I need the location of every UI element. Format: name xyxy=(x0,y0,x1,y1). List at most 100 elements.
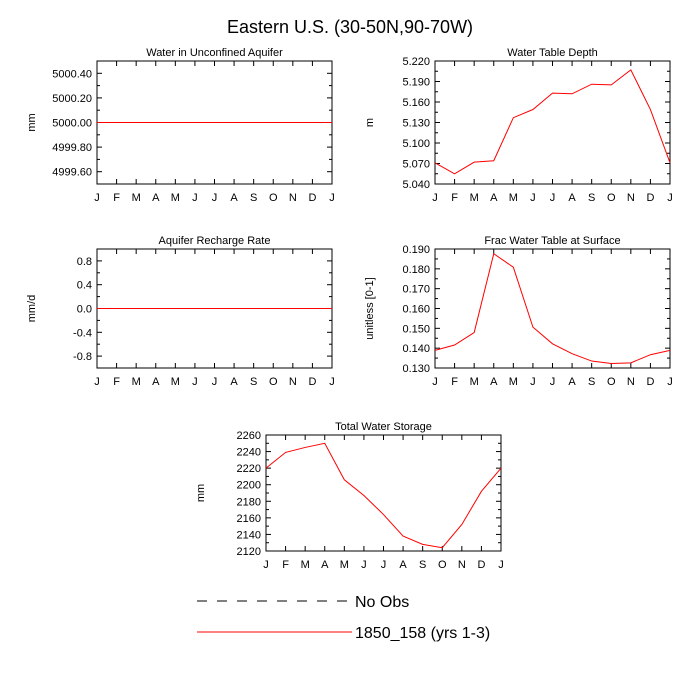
x-tick-label: F xyxy=(451,192,458,204)
chart-frame xyxy=(265,434,502,552)
x-tick-label: A xyxy=(321,559,329,571)
y-tick-label: 2260 xyxy=(237,430,261,442)
y-tick-label: 0.170 xyxy=(402,284,430,296)
x-tick-label: J xyxy=(94,192,100,204)
series-line xyxy=(434,252,671,364)
x-tick-label: D xyxy=(308,376,316,388)
y-tick-label: 5.040 xyxy=(402,179,430,191)
y-tick-label: 0.4 xyxy=(77,280,92,292)
chart-title: Water in Unconfined Aquifer xyxy=(146,47,283,59)
y-tick-label: 5.160 xyxy=(402,97,430,109)
legend-obs-label: No Obs xyxy=(355,594,409,611)
y-tick-label: 5000.20 xyxy=(52,93,92,105)
x-tick-label: J xyxy=(192,376,198,388)
y-tick-label: 4999.60 xyxy=(52,167,92,179)
x-tick-label: S xyxy=(588,192,595,204)
y-axis-label: mm xyxy=(26,113,38,131)
x-tick-label: J xyxy=(498,559,504,571)
legend-model-label: 1850_158 (yrs 1-3) xyxy=(355,625,490,642)
x-tick-label: A xyxy=(490,376,498,388)
chart-title: Frac Water Table at Surface xyxy=(484,235,620,247)
x-tick-label: F xyxy=(113,192,120,204)
x-tick-label: J xyxy=(329,192,335,204)
y-tick-label: 2140 xyxy=(237,529,261,541)
x-tick-label: M xyxy=(171,192,180,204)
x-tick-label: N xyxy=(627,376,635,388)
x-tick-label: A xyxy=(230,192,238,204)
y-tick-label: 5.190 xyxy=(402,77,430,89)
x-tick-label: J xyxy=(667,192,673,204)
x-tick-label: S xyxy=(250,192,257,204)
x-tick-label: J xyxy=(212,376,218,388)
x-tick-label: J xyxy=(432,376,438,388)
x-tick-label: J xyxy=(329,376,335,388)
chart-frame xyxy=(434,60,671,185)
y-axis-label: m xyxy=(364,118,376,127)
y-tick-label: 5000.40 xyxy=(52,68,92,80)
x-tick-label: O xyxy=(607,192,616,204)
x-tick-label: J xyxy=(212,192,218,204)
x-tick-label: A xyxy=(152,376,160,388)
chart-title: Total Water Storage xyxy=(335,421,432,433)
y-tick-label: 0.130 xyxy=(402,363,430,375)
legend: No Obs 1850_158 (yrs 1-3) xyxy=(197,594,490,642)
y-axis-label: mm xyxy=(195,484,207,502)
x-tick-label: M xyxy=(132,376,141,388)
chart-title: Aquifer Recharge Rate xyxy=(159,235,271,247)
x-tick-label: J xyxy=(94,376,100,388)
x-tick-label: N xyxy=(289,192,297,204)
x-tick-label: J xyxy=(550,192,556,204)
y-tick-label: 0.140 xyxy=(402,343,430,355)
y-tick-label: 5.130 xyxy=(402,118,430,130)
y-tick-label: 2240 xyxy=(237,447,261,459)
y-tick-label: 0.150 xyxy=(402,323,430,335)
y-axis-label: unitless [0-1] xyxy=(364,277,376,339)
y-tick-label: 2220 xyxy=(237,463,261,475)
x-tick-label: J xyxy=(192,192,198,204)
y-tick-label: 0.160 xyxy=(402,304,430,316)
y-tick-label: 2160 xyxy=(237,513,261,525)
x-tick-label: D xyxy=(646,376,654,388)
y-axis-label: mm/d xyxy=(26,295,38,323)
x-tick-label: M xyxy=(509,192,518,204)
y-tick-label: 0.180 xyxy=(402,264,430,276)
chart-frac: Frac Water Table at Surface unitless [0-1… xyxy=(364,235,673,388)
x-tick-label: M xyxy=(171,376,180,388)
y-tick-label: 2200 xyxy=(237,480,261,492)
y-tick-label: -0.4 xyxy=(73,327,92,339)
x-tick-label: M xyxy=(132,192,141,204)
x-tick-label: S xyxy=(588,376,595,388)
x-tick-label: D xyxy=(646,192,654,204)
x-tick-label: S xyxy=(250,376,257,388)
x-tick-label: N xyxy=(627,192,635,204)
x-tick-label: O xyxy=(438,559,447,571)
x-tick-label: F xyxy=(451,376,458,388)
x-tick-label: D xyxy=(477,559,485,571)
y-tick-label: 0.8 xyxy=(77,256,92,268)
x-tick-label: J xyxy=(432,192,438,204)
x-tick-label: A xyxy=(152,192,160,204)
x-tick-label: O xyxy=(269,376,278,388)
chart-frame xyxy=(434,248,671,369)
x-tick-label: J xyxy=(263,559,269,571)
y-tick-label: -0.8 xyxy=(73,351,92,363)
x-tick-label: J xyxy=(667,376,673,388)
x-tick-label: D xyxy=(308,192,316,204)
y-tick-label: 2180 xyxy=(237,496,261,508)
x-tick-label: A xyxy=(399,559,407,571)
series-line xyxy=(265,442,502,549)
y-tick-label: 4999.80 xyxy=(52,142,92,154)
x-tick-label: F xyxy=(282,559,289,571)
x-tick-label: J xyxy=(530,376,536,388)
x-tick-label: M xyxy=(340,559,349,571)
series-line xyxy=(434,69,671,175)
x-tick-label: N xyxy=(289,376,297,388)
y-tick-label: 5.070 xyxy=(402,159,430,171)
x-tick-label: J xyxy=(530,192,536,204)
y-tick-label: 0.190 xyxy=(402,244,430,256)
x-tick-label: A xyxy=(490,192,498,204)
x-tick-label: O xyxy=(607,376,616,388)
